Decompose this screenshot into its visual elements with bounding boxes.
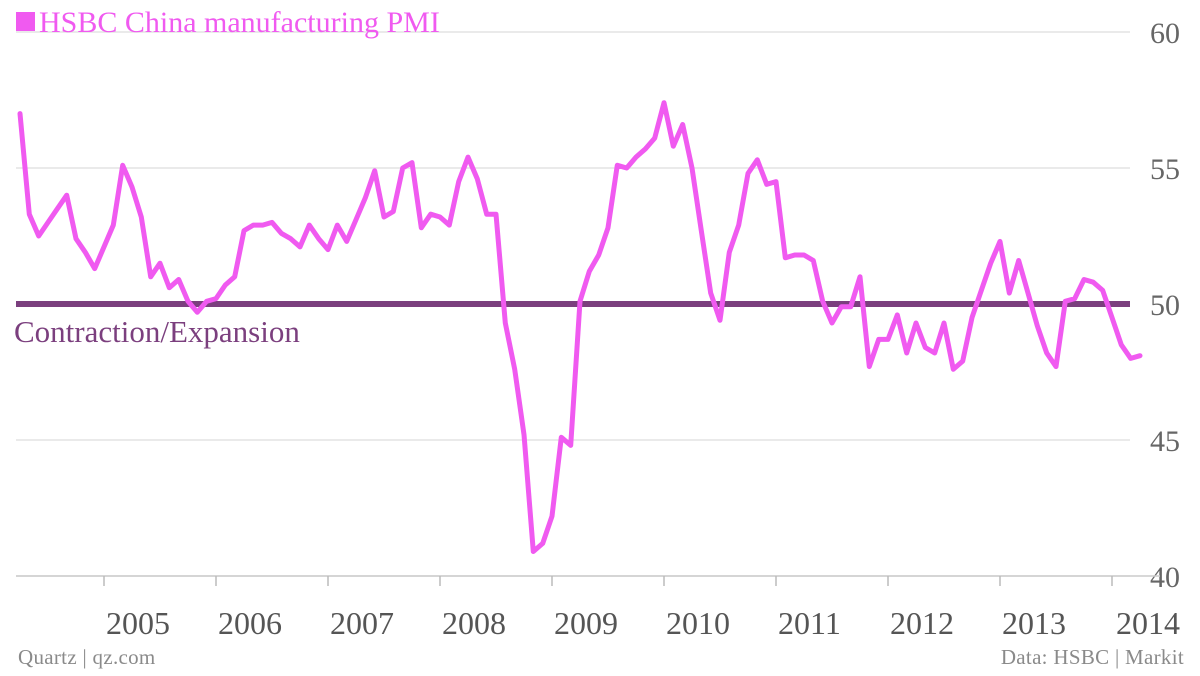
source-credit: Quartz | qz.com [18, 645, 156, 669]
reference-line-group: Contraction/Expansion [14, 301, 1130, 349]
data-source: Data: HSBC | Markit [1000, 645, 1184, 669]
legend: HSBC China manufacturing PMI [16, 6, 440, 40]
x-tick-label-2009: 2009 [554, 605, 618, 641]
legend-label: HSBC China manufacturing PMI [39, 6, 440, 39]
y-tick-labels: 40 45 50 55 60 [1150, 17, 1180, 594]
x-tick-label-2011: 2011 [778, 605, 841, 641]
x-tick-label-2012: 2012 [890, 605, 954, 641]
x-tick-label-2006: 2006 [218, 605, 282, 641]
x-tick-label-2013: 2013 [1002, 605, 1066, 641]
x-tick-label-2007: 2007 [330, 605, 394, 641]
series-group [17, 100, 1143, 554]
x-tick-label-2010: 2010 [666, 605, 730, 641]
y-tick-label-40: 40 [1150, 561, 1180, 594]
y-tick-label-55: 55 [1150, 153, 1180, 186]
x-tick-label-2008: 2008 [442, 605, 506, 641]
reference-line-label: Contraction/Expansion [14, 314, 300, 349]
y-tick-label-45: 45 [1150, 425, 1180, 458]
y-tick-label-60: 60 [1150, 17, 1180, 50]
y-tick-label-50: 50 [1150, 289, 1180, 322]
legend-swatch [16, 12, 35, 31]
x-tick-label-2014: 2014 [1116, 605, 1180, 641]
x-axis: 2005 2006 2007 2008 2009 2010 2011 2012 2013 2014 [16, 575, 1180, 641]
x-tick-label-2005: 2005 [106, 605, 170, 641]
